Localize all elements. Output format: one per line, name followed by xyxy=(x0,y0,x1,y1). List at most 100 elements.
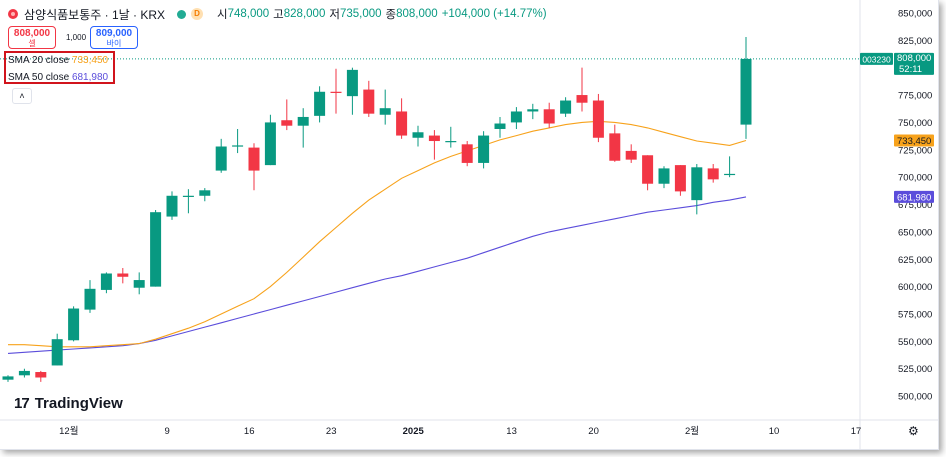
candle-body xyxy=(68,308,80,341)
candle-body xyxy=(428,135,440,142)
delayed-data-badge[interactable]: D xyxy=(191,8,203,20)
x-tick-label: 2월 xyxy=(685,425,699,437)
candle-body xyxy=(150,212,162,287)
y-tick-label: 825,000 xyxy=(898,36,932,47)
candle-body xyxy=(297,116,309,126)
sell-button[interactable]: 808,000 셀 xyxy=(8,26,56,49)
indicator-sma20[interactable]: SMA 20 close 733,450 xyxy=(8,55,108,66)
candle-body xyxy=(642,155,654,184)
low-label: 저 xyxy=(329,9,340,21)
y-tick-label: 750,000 xyxy=(898,118,932,129)
sma20-value: 733,450 xyxy=(71,55,109,66)
y-tick-label: 525,000 xyxy=(898,364,932,375)
candle-body xyxy=(478,135,490,163)
sma50-price-tag xyxy=(894,190,934,203)
korea-flag-icon xyxy=(8,9,18,19)
sma20-name: SMA 20 close xyxy=(8,55,70,66)
chart-frame: 500,000 525,000 550,000 575,000 600,000 625,0… xyxy=(0,0,939,450)
sma50-price-text: 681,980 xyxy=(897,192,931,203)
last-price-tag xyxy=(894,52,934,75)
candle-body xyxy=(543,109,555,124)
candle-body xyxy=(625,150,637,160)
y-tick-label: 600,000 xyxy=(898,282,932,293)
x-tick-label: 9 xyxy=(165,426,170,437)
candle-body xyxy=(281,120,293,126)
candle-body xyxy=(494,123,506,129)
candle-body xyxy=(2,376,14,380)
indicator-sma50[interactable]: SMA 50 close 681,980 xyxy=(8,72,108,83)
candle-body xyxy=(117,273,129,277)
gear-icon[interactable]: ⚙ xyxy=(908,424,919,438)
high-label: 고 xyxy=(273,9,284,21)
tradingview-mark-icon: 17 xyxy=(14,395,30,412)
candle-body xyxy=(658,168,670,184)
candle-body xyxy=(133,280,145,288)
candle-body xyxy=(412,132,424,138)
last-price-text: 808,000 xyxy=(897,53,931,64)
sma20-price-tag xyxy=(894,134,934,147)
candle-body xyxy=(100,273,112,290)
x-tick-label: 16 xyxy=(244,426,255,437)
candle-body xyxy=(84,288,96,310)
high-value: 828,000 xyxy=(283,8,326,20)
close-label: 종 xyxy=(385,9,397,21)
open-label: 시 xyxy=(217,9,228,21)
candle-body xyxy=(674,165,686,192)
sma20-price-text: 733,450 xyxy=(897,136,931,147)
candle-body xyxy=(510,111,522,123)
candle-body xyxy=(232,145,244,147)
candle-body xyxy=(691,167,703,201)
x-tick-label: 17 xyxy=(851,426,862,437)
chart-header: 삼양식품보통주 · 1날 · KRX D 시 748,000 고 828,000 저… xyxy=(8,6,547,22)
sma50-name: SMA 50 close xyxy=(8,72,70,83)
candle-body xyxy=(51,339,63,366)
y-tick-label: 850,000 xyxy=(898,8,932,19)
x-tick-label: 23 xyxy=(326,426,337,437)
x-tick-label: 20 xyxy=(588,426,599,437)
candle-body xyxy=(527,109,539,112)
symbol-code-text: 003230 xyxy=(862,54,891,64)
candle-body xyxy=(707,168,719,180)
candle-body xyxy=(592,100,604,138)
candle-body xyxy=(609,133,621,161)
candle-body xyxy=(445,141,457,143)
candle-body xyxy=(182,195,194,197)
candle-body xyxy=(18,370,30,376)
buy-price: 809,000 xyxy=(95,28,133,39)
candle-body xyxy=(461,144,473,163)
tradingview-wordmark: TradingView xyxy=(34,395,123,412)
candle-body xyxy=(314,91,326,116)
indicator-legend-highlight xyxy=(4,51,115,84)
candle-body xyxy=(330,91,342,93)
candle-body xyxy=(215,146,227,171)
countdown-text: 52:11 xyxy=(899,64,922,75)
candle-body xyxy=(740,58,752,125)
price-chart[interactable]: 500,000 525,000 550,000 575,000 600,000 625,0… xyxy=(0,0,938,449)
y-tick-label: 575,000 xyxy=(898,310,932,321)
open-value: 748,000 xyxy=(227,8,270,20)
y-tick-label: 700,000 xyxy=(898,173,932,184)
symbol-title[interactable]: 삼양식품보통주 · 1날 · KRX xyxy=(24,7,165,22)
buy-label: 바이 xyxy=(106,39,122,48)
low-value: 735,000 xyxy=(339,8,382,20)
tradingview-logo[interactable]: 17 TradingView xyxy=(14,395,123,412)
y-tick-label: 550,000 xyxy=(898,337,932,348)
candle-body xyxy=(560,100,572,114)
sell-label: 셀 xyxy=(28,39,36,48)
change-value: +104,000 (+14.77%) xyxy=(441,8,547,20)
candle-body xyxy=(166,195,178,217)
y-tick-label: 675,000 xyxy=(898,200,932,211)
market-open-dot-icon xyxy=(177,9,186,19)
collapse-legend-button[interactable]: ˄ xyxy=(12,88,32,104)
candle-body xyxy=(363,89,375,114)
y-tick-label: 775,000 xyxy=(898,91,932,102)
candle-body xyxy=(576,95,588,103)
symbol-code-tag xyxy=(860,52,893,65)
candle-body xyxy=(379,108,391,115)
candle-body xyxy=(248,147,260,171)
x-tick-label: 10 xyxy=(769,426,780,437)
buy-button[interactable]: 809,000 바이 xyxy=(90,26,138,49)
y-tick-label: 500,000 xyxy=(898,392,932,403)
x-tick-label: 12월 xyxy=(59,425,78,437)
candle-body xyxy=(724,173,736,176)
